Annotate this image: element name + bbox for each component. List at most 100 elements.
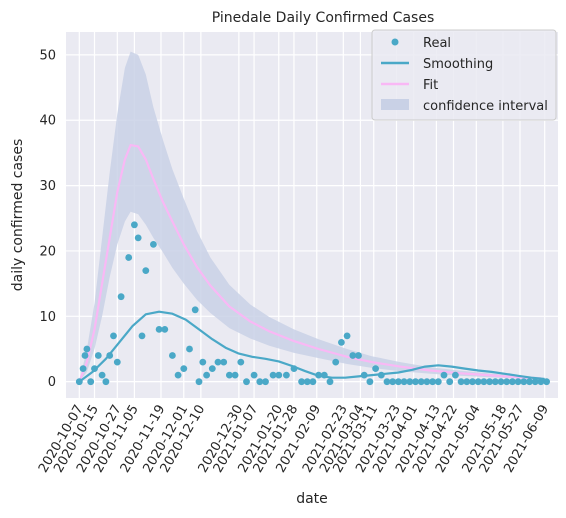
- real-data-point: [199, 358, 207, 366]
- real-data-point: [208, 365, 216, 372]
- real-data-point: [98, 371, 106, 379]
- real-data-point: [102, 378, 110, 386]
- real-data-point: [417, 378, 425, 386]
- real-data-point: [412, 378, 419, 386]
- real-data-point: [87, 378, 95, 386]
- real-data-point: [429, 378, 436, 386]
- real-data-point: [81, 352, 89, 359]
- real-data-point: [514, 378, 522, 386]
- legend-fit-label: Fit: [423, 78, 438, 93]
- real-data-point: [469, 378, 476, 386]
- real-data-point: [150, 241, 157, 248]
- real-data-point: [203, 371, 211, 379]
- real-data-point: [343, 332, 351, 340]
- real-data-point: [395, 378, 402, 386]
- real-data-point: [214, 358, 222, 366]
- real-data-point: [256, 378, 264, 386]
- legend-real-label: Real: [423, 36, 451, 51]
- real-data-point: [320, 371, 328, 379]
- x-tick-labels: 2020-10-072020-10-152020-10-272020-11-05…: [36, 402, 552, 475]
- real-data-point: [349, 352, 357, 359]
- real-data-point: [138, 332, 146, 340]
- real-data-point: [332, 358, 340, 366]
- real-data-point: [531, 378, 539, 386]
- real-data-point: [486, 378, 493, 386]
- y-tick-label: 0: [48, 375, 56, 390]
- real-data-point: [262, 378, 269, 386]
- real-data-point: [131, 221, 138, 229]
- real-data-point: [161, 326, 169, 333]
- real-data-point: [338, 339, 345, 346]
- real-data-point: [480, 378, 488, 386]
- real-data-point: [83, 345, 91, 353]
- fit-line: [78, 144, 541, 383]
- real-data-point: [269, 371, 277, 379]
- real-data-point: [543, 378, 550, 386]
- legend-real-marker: [391, 38, 399, 46]
- legend-confidence-marker: [381, 99, 409, 110]
- real-data-point: [134, 234, 142, 242]
- x-axis-title: date: [296, 491, 328, 507]
- real-data-point: [503, 378, 511, 386]
- real-data-point: [434, 378, 442, 386]
- legend-box: [371, 29, 557, 121]
- real-data-point: [142, 267, 150, 274]
- real-data-point: [106, 352, 114, 359]
- real-data-point: [75, 378, 83, 386]
- y-axis-title: daily confirmed cases: [10, 139, 26, 292]
- real-data-point: [526, 378, 533, 386]
- real-data-point: [377, 371, 385, 379]
- real-data-point: [79, 365, 87, 372]
- y-tick-label: 50: [39, 48, 56, 63]
- real-data-point: [309, 378, 317, 386]
- real-data-point: [457, 378, 465, 386]
- real-data-point: [94, 352, 102, 359]
- real-data-point: [298, 378, 305, 386]
- real-data-point: [283, 371, 290, 379]
- real-data-point: [497, 378, 505, 386]
- real-data-point: [186, 345, 193, 353]
- y-tick-label: 30: [39, 179, 56, 194]
- real-data-point: [446, 378, 454, 386]
- real-data-point: [452, 371, 459, 379]
- real-data-point: [372, 365, 379, 372]
- real-data-point: [180, 365, 188, 372]
- real-data-point: [155, 326, 163, 333]
- real-data-point: [423, 378, 431, 386]
- real-data-point: [113, 358, 121, 366]
- smoothing-line: [78, 310, 545, 383]
- real-data-point: [231, 371, 239, 379]
- real-data-point: [250, 371, 258, 379]
- real-data-point: [440, 371, 448, 379]
- legend-smoothing-label: Smoothing: [423, 57, 493, 72]
- real-data-point: [110, 332, 117, 340]
- real-data-point: [400, 378, 408, 386]
- real-data-point: [355, 352, 362, 359]
- real-data-point: [491, 378, 499, 386]
- legend-confidence-label: confidence interval: [423, 99, 548, 114]
- y-tick-label: 20: [39, 244, 56, 259]
- real-data-point: [91, 365, 98, 372]
- legend: Real Smoothing Fit confidence interval: [371, 29, 557, 121]
- real-data-point: [237, 358, 245, 366]
- real-data-point: [406, 378, 414, 386]
- real-data-point: [243, 378, 250, 386]
- real-data-point: [226, 371, 233, 379]
- real-data-point: [383, 378, 391, 386]
- chart-title: Pinedale Daily Confirmed Cases: [212, 10, 435, 26]
- real-data-point: [326, 378, 334, 386]
- real-data-point: [303, 378, 311, 386]
- real-data-point: [389, 378, 397, 386]
- real-data-point: [290, 365, 298, 372]
- confidence-band-layer: [79, 51, 541, 382]
- real-data-point: [275, 371, 283, 379]
- real-data-point: [537, 378, 545, 386]
- real-data-point: [117, 293, 125, 301]
- real-data-point: [360, 371, 368, 379]
- real-data-point: [195, 378, 203, 386]
- real-data-point: [463, 378, 471, 386]
- scatter-point-layer: [75, 221, 550, 386]
- real-data-point: [169, 352, 176, 359]
- y-tick-label: 10: [39, 310, 56, 325]
- real-data-point: [174, 371, 182, 379]
